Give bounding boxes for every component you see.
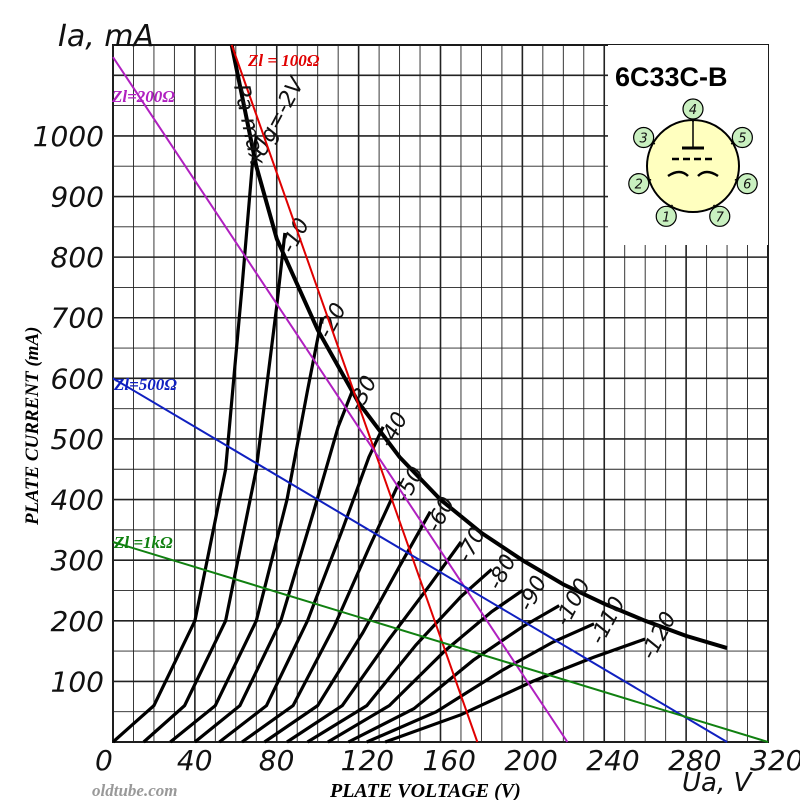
pin-circle: [709, 205, 731, 227]
y-unit-label: Ia, mA: [58, 19, 154, 54]
curve-40: [218, 426, 385, 744]
y-tick-label: 400: [51, 484, 104, 517]
curve-100: [347, 604, 560, 744]
x-tick-label: 120: [341, 744, 394, 777]
curve-50: [241, 480, 402, 744]
curve-110: [366, 622, 595, 744]
pin-circle: [682, 98, 704, 120]
cathode: [667, 170, 719, 178]
curve-Ug2V: [111, 135, 258, 744]
curve-30: [193, 389, 354, 744]
load-line: [112, 377, 728, 743]
pin-label: 5: [738, 132, 746, 147]
curve-10: [142, 232, 287, 744]
pin-label: 2: [635, 178, 643, 193]
x-tick-label: 40: [177, 744, 213, 777]
x-axis-title: PLATE VOLTAGE (V): [329, 780, 521, 800]
pinout-box: 6C33C-B 4 5 6 7 1 2 3: [608, 45, 768, 245]
curve-120: [384, 637, 646, 744]
curve-80: [306, 568, 493, 744]
axis-ticks: 0 40 80 120 160 200 240 280 320 100 200 300 400 500 60…: [33, 120, 800, 777]
load-lines: Zl = 100Ω Zl=200Ω Zl=500Ω Zl =1kΩ: [111, 44, 769, 743]
pin-label: 4: [689, 103, 697, 118]
load-line-label: Zl = 100Ω: [247, 51, 320, 70]
y-tick-label: 500: [51, 423, 104, 456]
x-tick-label: 0: [95, 744, 113, 777]
curve-90: [327, 589, 524, 744]
watermark: oldtube.com: [92, 781, 177, 800]
y-tick-label: 1000: [33, 120, 104, 153]
load-line: [112, 541, 769, 743]
pin-circle: [736, 173, 758, 195]
y-tick-label: 600: [51, 362, 104, 395]
pin-circle: [633, 126, 655, 149]
load-line: [230, 44, 479, 743]
tube-title: 6C33C-B: [615, 62, 728, 92]
curve-label: -120: [636, 608, 682, 664]
y-tick-label: 300: [51, 544, 104, 577]
pin-label: 3: [639, 132, 647, 147]
load-line: [112, 56, 569, 743]
x-tick-label: 320: [750, 744, 800, 777]
pin-label: 7: [716, 210, 725, 225]
curve-label: -40: [374, 408, 413, 451]
pin-circle: [628, 173, 650, 195]
curve-20: [169, 317, 324, 744]
x-tick-label: 80: [259, 744, 295, 777]
pin-circle: [655, 205, 677, 227]
y-tick-label: 700: [51, 302, 104, 335]
y-tick-label: 100: [51, 665, 104, 698]
y-tick-label: 800: [51, 241, 104, 274]
pin-label: 1: [662, 210, 670, 225]
load-line-label: Zl=500Ω: [113, 375, 177, 394]
load-line-label: Zl=200Ω: [111, 87, 175, 106]
x-tick-label: 160: [423, 744, 476, 777]
x-tick-label: 240: [586, 744, 639, 777]
x-unit-label: Ua, V: [682, 768, 753, 798]
y-tick-label: 900: [51, 181, 104, 214]
pin-circle: [731, 126, 753, 149]
x-tick-label: 200: [504, 744, 557, 777]
pin-label: 6: [743, 178, 751, 193]
pin-diagram: 4 5 6 7 1 2 3: [628, 98, 758, 227]
x-tick-label: 280: [668, 744, 721, 777]
curve-70: [286, 541, 463, 744]
y-axis-title: PLATE CURRENT (mA): [22, 327, 43, 526]
y-tick-label: 200: [51, 605, 104, 638]
curve-label: -90: [514, 572, 553, 615]
load-line-label: Zl =1kΩ: [113, 533, 173, 552]
grid-curves: Ug=-2V-10-20-30-40-50-60-70-80-90-100-11…: [111, 72, 682, 744]
